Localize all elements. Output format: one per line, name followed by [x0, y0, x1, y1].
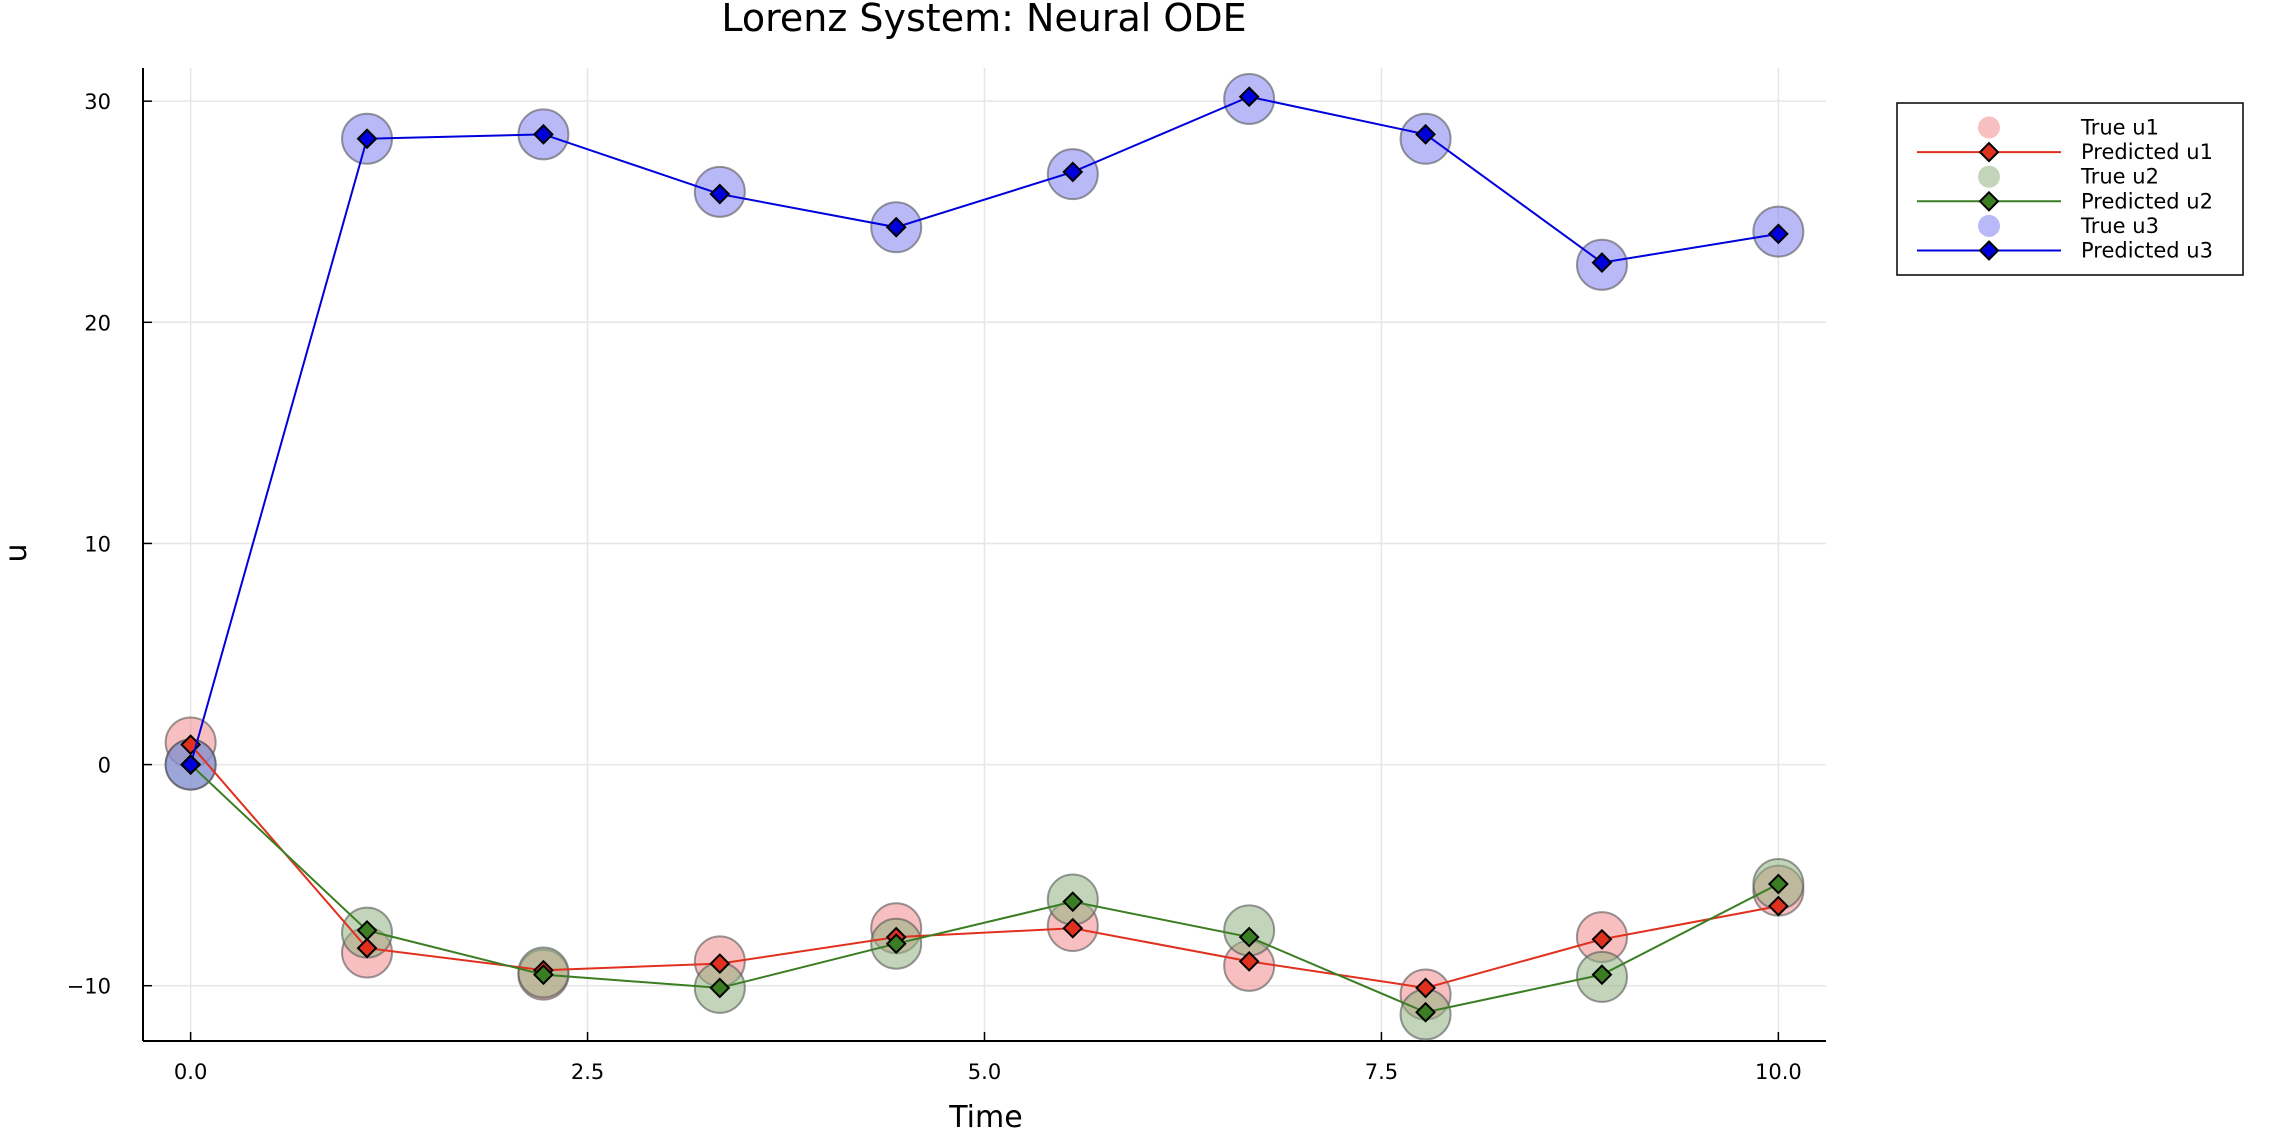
- legend-entry-label: True u1: [2080, 116, 2159, 140]
- legend-marker: [1978, 165, 2000, 188]
- x-tick-label: 0.0: [174, 1060, 207, 1084]
- axes: [142, 68, 1826, 1042]
- predicted-point: [885, 216, 907, 238]
- predicted-line: [189, 95, 1779, 765]
- legend-entry-label: True u2: [2080, 165, 2159, 189]
- legend-entry-label: Predicted u1: [2081, 140, 2213, 164]
- predicted-point: [885, 933, 907, 955]
- legend-entry-label: True u3: [2080, 214, 2159, 238]
- y-tick-label: 30: [84, 90, 111, 114]
- predicted-point: [709, 977, 731, 999]
- predicted-point: [1062, 891, 1084, 913]
- legend-marker: [1978, 214, 2000, 237]
- y-tick-label: −10: [67, 975, 111, 999]
- legend-entry-label: Predicted u2: [2081, 189, 2213, 213]
- legend-marker: [1978, 240, 2000, 261]
- predicted-point: [709, 183, 731, 205]
- predicted-point: [356, 937, 378, 959]
- y-tick-label: 0: [98, 754, 111, 778]
- x-tick-label: 5.0: [968, 1060, 1001, 1084]
- predicted-point: [1767, 873, 1789, 895]
- predicted-point: [356, 920, 378, 941]
- predicted-line: [189, 763, 1779, 1014]
- predicted-point: [533, 123, 554, 145]
- predicted-point: [1767, 223, 1789, 245]
- grid-lines: [143, 68, 1826, 1041]
- x-axis-label: Time: [948, 1100, 1022, 1135]
- predicted-point: [1415, 977, 1436, 999]
- predicted-point: [1591, 252, 1613, 274]
- chart-title: Lorenz System: Neural ODE: [721, 0, 1246, 40]
- legend-box: [1896, 102, 2244, 276]
- y-axis-label: u: [0, 543, 34, 562]
- y-tick-label: 10: [84, 532, 111, 556]
- predicted-point: [180, 754, 202, 775]
- legend-marker: [1978, 116, 2000, 139]
- predicted-point: [1062, 917, 1084, 939]
- series-layer: [164, 72, 1805, 1041]
- predicted-line: [189, 744, 1779, 989]
- y-tick-label: 20: [84, 311, 111, 335]
- legend-marker: [1978, 190, 2000, 212]
- predicted-point: [1238, 926, 1260, 948]
- predicted-point: [533, 964, 554, 986]
- predicted-point: [1415, 123, 1436, 145]
- predicted-point: [709, 953, 731, 975]
- predicted-point: [1062, 161, 1084, 183]
- predicted-point: [1767, 895, 1789, 917]
- predicted-point: [1238, 950, 1260, 972]
- predicted-point: [1415, 1001, 1436, 1023]
- predicted-point: [1238, 86, 1260, 108]
- tick-labels: 0.0 2.5 5.0 7.5 10.0 −10 0 10 20 30: [67, 90, 1802, 1084]
- x-tick-label: 2.5: [571, 1060, 604, 1084]
- predicted-point: [356, 128, 378, 150]
- legend-entry-label: Predicted u3: [2081, 239, 2213, 263]
- x-tick-label: 7.5: [1365, 1060, 1398, 1084]
- legend-marker: [1978, 141, 2000, 163]
- predicted-point: [1591, 964, 1613, 986]
- predicted-point: [1591, 928, 1613, 950]
- x-tick-label: 10.0: [1755, 1060, 1802, 1084]
